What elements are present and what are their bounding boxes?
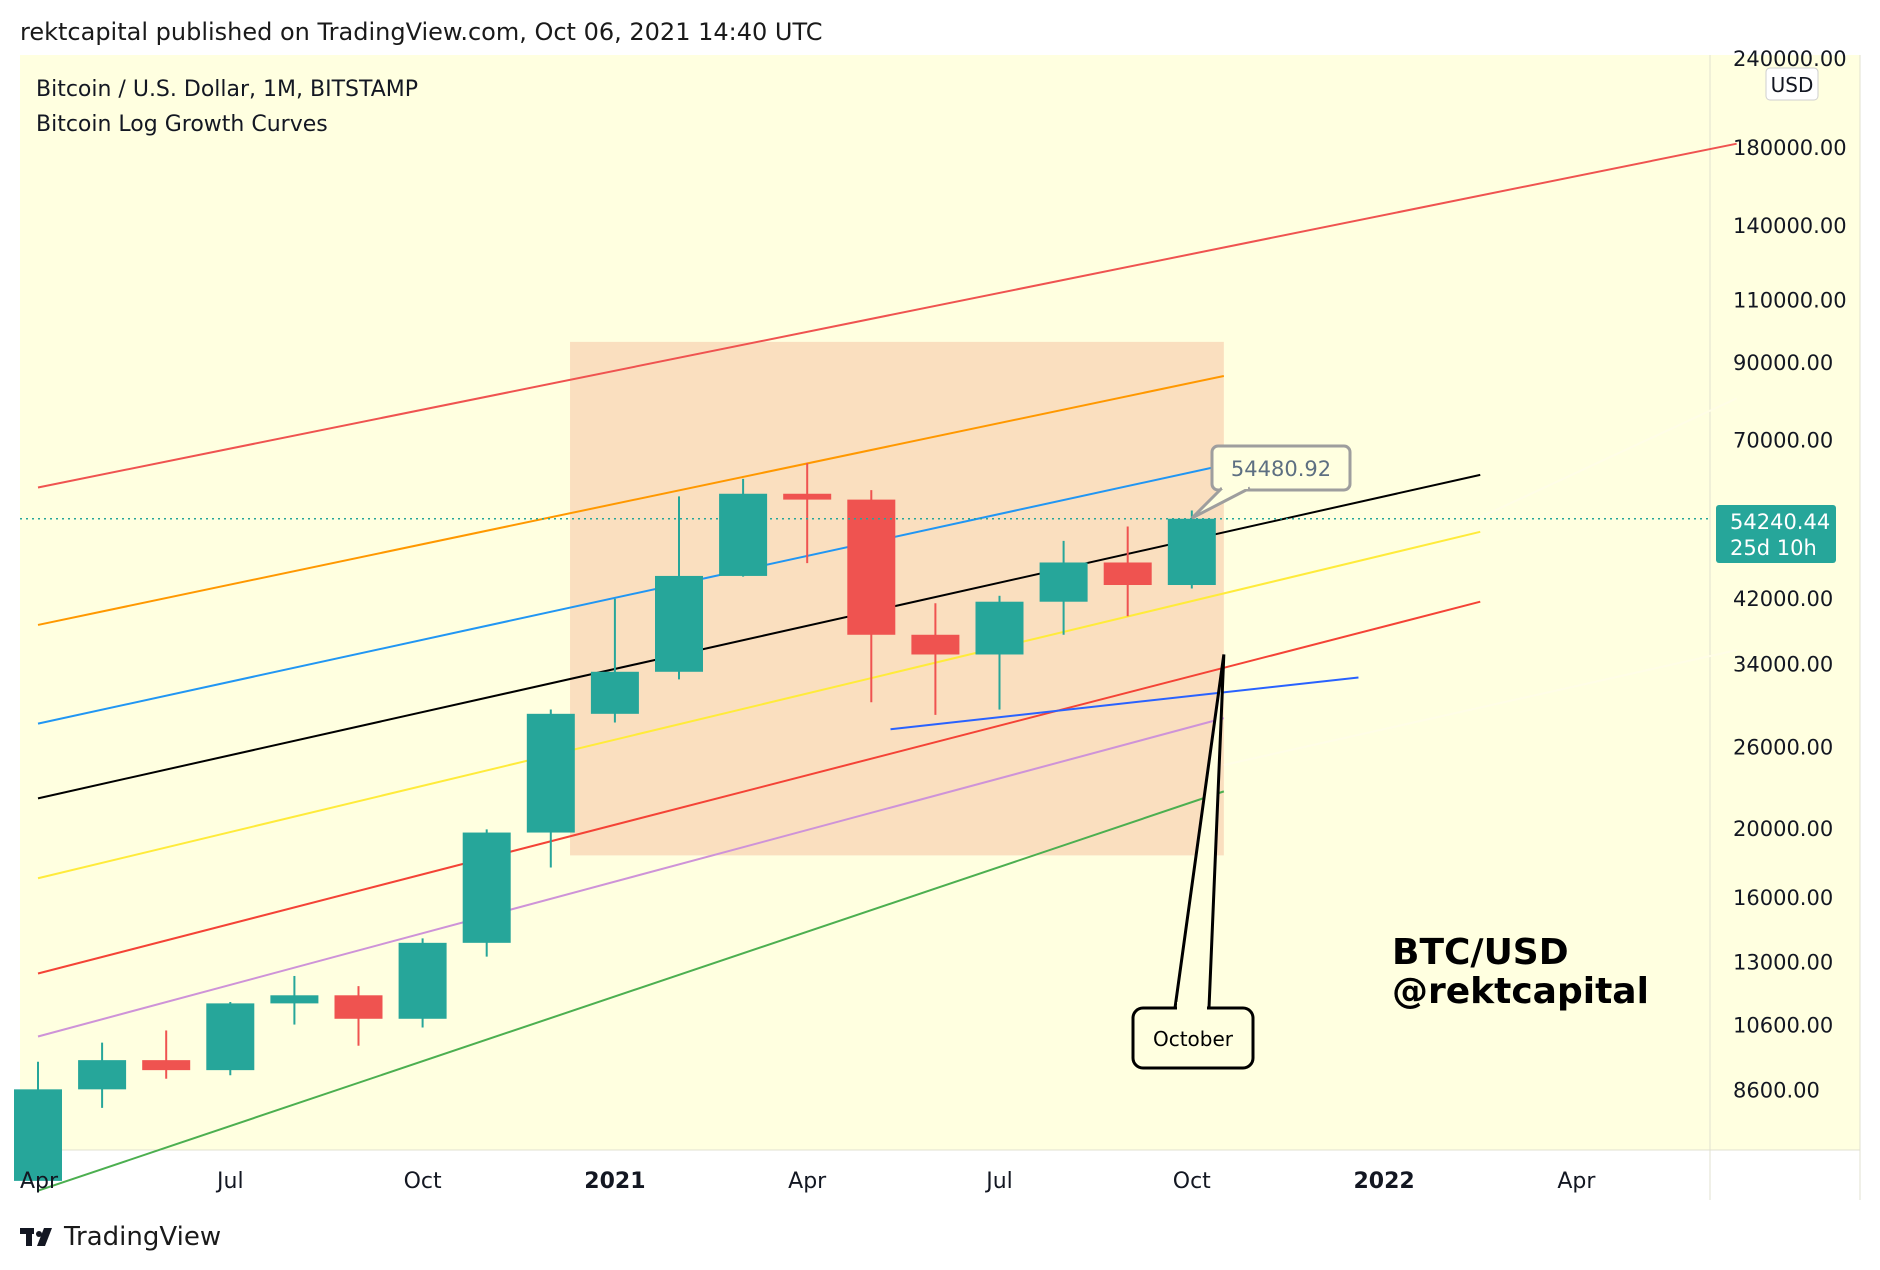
tradingview-brand: TradingView (64, 1222, 222, 1252)
price-tick-90000.00: 90000.00 (1733, 351, 1833, 375)
trendline-layer (890, 676, 1359, 731)
last-price-value: 54240.44 (1730, 510, 1830, 534)
last-price-label: 54240.44 25d 10h (1716, 505, 1836, 563)
price-tick-8600.00: 8600.00 (1733, 1078, 1820, 1102)
time-tick-7: 2022 (1353, 1169, 1414, 1194)
price-tick-42000.00: 42000.00 (1733, 587, 1833, 611)
tradingview-logo-icon (20, 1228, 52, 1246)
candle-body-2020-08 (270, 995, 319, 1004)
growth-curve-8 (1223, 649, 1737, 766)
growth-curves-layer (37, 142, 1738, 1192)
trendline (890, 676, 1359, 731)
price-tick-180000.00: 180000.00 (1733, 136, 1847, 160)
time-tick-5: Jul (984, 1169, 1013, 1194)
candle-body-2021-05 (847, 499, 896, 635)
october-pointer[interactable]: October (1131, 654, 1255, 1070)
price-tick-240000.00: 240000.00 (1733, 47, 1847, 71)
candle-body-2021-08 (1039, 562, 1088, 602)
price-tick-16000.00: 16000.00 (1733, 886, 1833, 910)
time-tick-1: Jul (215, 1169, 244, 1194)
time-axis-background (20, 1150, 1860, 1200)
countdown-value: 25d 10h (1730, 536, 1817, 560)
candle-body-2021-06 (911, 634, 960, 655)
price-callout-box (1210, 444, 1352, 492)
time-axis-ticks: Apr Jul Oct 2021 Apr Jul Oct 2022 Apr (20, 1169, 1596, 1194)
tradingview-logo-stem (26, 1228, 32, 1246)
candle-body-2021-04 (783, 493, 832, 500)
time-tick-4: Apr (788, 1169, 827, 1194)
time-tick-0: Apr (20, 1169, 59, 1194)
candle-body-2020-04 (14, 1089, 62, 1181)
price-axis-background (1710, 55, 1860, 1150)
growth-curve-7 (37, 790, 1225, 1192)
growth-curve-3 (37, 473, 1481, 800)
growth-curve-2 (37, 464, 1225, 725)
growth-curve-6 (37, 717, 1225, 1038)
candles-layer (14, 463, 1216, 1191)
growth-curve-9 (1479, 397, 1738, 519)
growth-curve-1 (37, 374, 1225, 626)
time-tick-2: Oct (404, 1169, 442, 1194)
candle-body-2020-10 (398, 942, 447, 1019)
candle-body-2020-12 (526, 713, 575, 833)
candle-body-2020-07 (206, 1003, 255, 1071)
watermark-line-1: BTC/USD (1392, 932, 1569, 973)
price-tick-13000.00: 13000.00 (1733, 950, 1833, 974)
indicator-title: Bitcoin Log Growth Curves (36, 112, 328, 137)
candle-body-2021-02 (655, 575, 703, 672)
candle-body-2021-07 (975, 601, 1024, 655)
october-pointer-label: October (1153, 1027, 1234, 1051)
time-tick-6: Oct (1173, 1169, 1211, 1194)
price-callout-tail-cover (1222, 480, 1248, 489)
growth-curve-0 (37, 142, 1737, 489)
candle-body-2020-05 (78, 1060, 127, 1090)
price-axis-ticks: 240000.00 180000.00 140000.00 110000.00 9000… (1733, 47, 1847, 1102)
price-tick-110000.00: 110000.00 (1733, 289, 1847, 313)
price-tick-20000.00: 20000.00 (1733, 817, 1833, 841)
price-tick-26000.00: 26000.00 (1733, 736, 1833, 760)
currency-badge[interactable] (1765, 67, 1819, 101)
candle-body-2021-01 (590, 671, 639, 714)
candle-body-2021-03 (719, 493, 768, 576)
candle-body-2021-10 (1167, 518, 1216, 585)
price-callout[interactable]: 54480.92 (1190, 444, 1352, 520)
price-callout-tail (1190, 486, 1251, 520)
publish-info: rektcapital published on TradingView.com… (20, 18, 823, 46)
october-pointer-joint-cover (1177, 1002, 1207, 1010)
currency-label: USD (1771, 73, 1814, 97)
candle-body-2020-06 (142, 1060, 191, 1071)
candle-body-2020-11 (462, 832, 511, 943)
watermark-line-2: @rektcapital (1392, 971, 1649, 1012)
last-price-label-box (1716, 505, 1836, 563)
candle-body-2020-09 (334, 995, 383, 1019)
time-tick-3: 2021 (584, 1169, 645, 1194)
candle-body-2021-09 (1103, 562, 1152, 585)
price-tick-70000.00: 70000.00 (1733, 429, 1833, 453)
price-tick-10600.00: 10600.00 (1733, 1014, 1833, 1038)
symbol-title: Bitcoin / U.S. Dollar, 1M, BITSTAMP (36, 77, 418, 102)
tradingview-footer[interactable]: TradingView (20, 1222, 221, 1252)
time-tick-8: Apr (1557, 1169, 1596, 1194)
growth-curve-5 (37, 600, 1481, 975)
tradingview-logo-dot (36, 1231, 42, 1237)
price-tick-140000.00: 140000.00 (1733, 214, 1847, 238)
price-callout-text: 54480.92 (1231, 457, 1331, 481)
tradingview-logo-slash (37, 1228, 52, 1246)
price-tick-34000.00: 34000.00 (1733, 652, 1833, 676)
growth-curve-4 (37, 530, 1481, 880)
